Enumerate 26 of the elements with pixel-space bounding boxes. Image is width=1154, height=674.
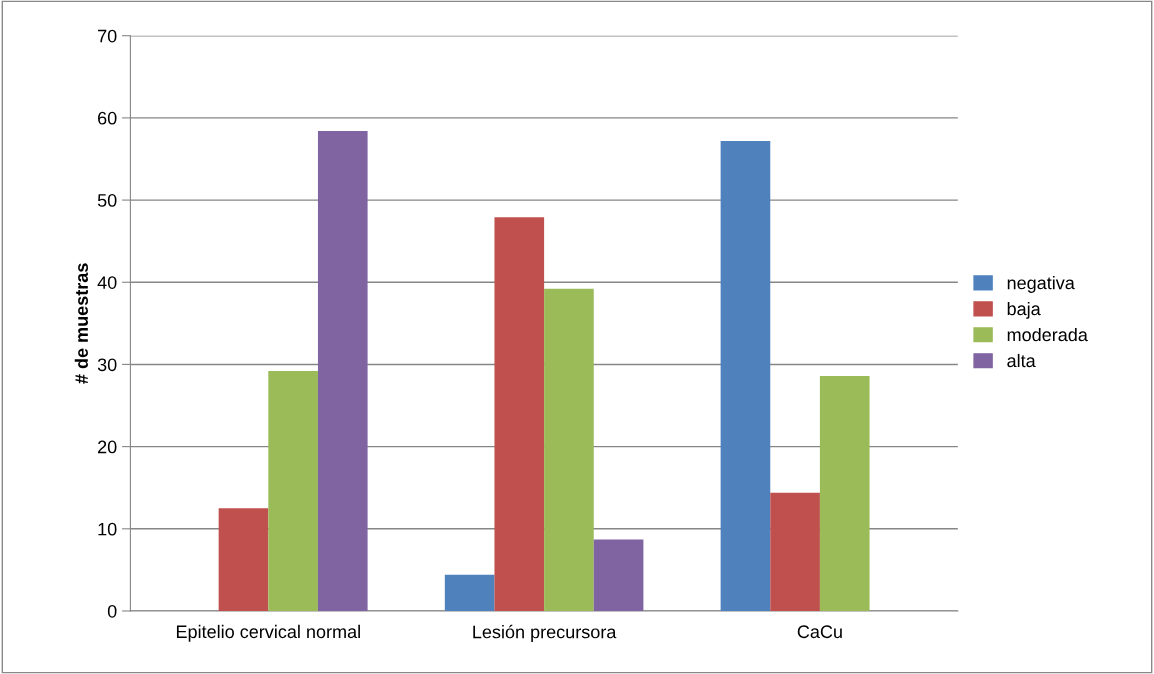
legend-label: negativa [1007,276,1075,293]
x-tick-label: Lesión precursora [473,624,617,642]
y-tick-label: 30 [97,358,117,372]
y-tick-label: 50 [97,194,117,207]
bar [770,492,820,611]
legend-label: alta [1007,353,1036,368]
bar [218,508,269,611]
bar [444,574,495,611]
x-tick-label: Epitelio cervical normal [176,624,360,642]
y-tick-label: 40 [97,276,117,289]
y-tick-label: 70 [98,29,117,43]
y-tick-label: 20 [98,440,117,454]
bar [544,288,594,611]
bar [819,375,870,611]
bar [494,217,545,611]
y-tick-label: 10 [98,522,117,536]
x-tick-label: CaCu [797,625,842,639]
y-tick-label: 60 [98,111,117,125]
bar [317,131,368,611]
bar [268,371,318,611]
legend-label: baja [1007,302,1041,319]
legend-label: moderada [1007,327,1088,342]
y-tick-label: 0 [107,604,117,618]
bar [720,140,771,611]
y-axis-title: # de muestras [74,263,88,384]
bar [593,539,644,611]
